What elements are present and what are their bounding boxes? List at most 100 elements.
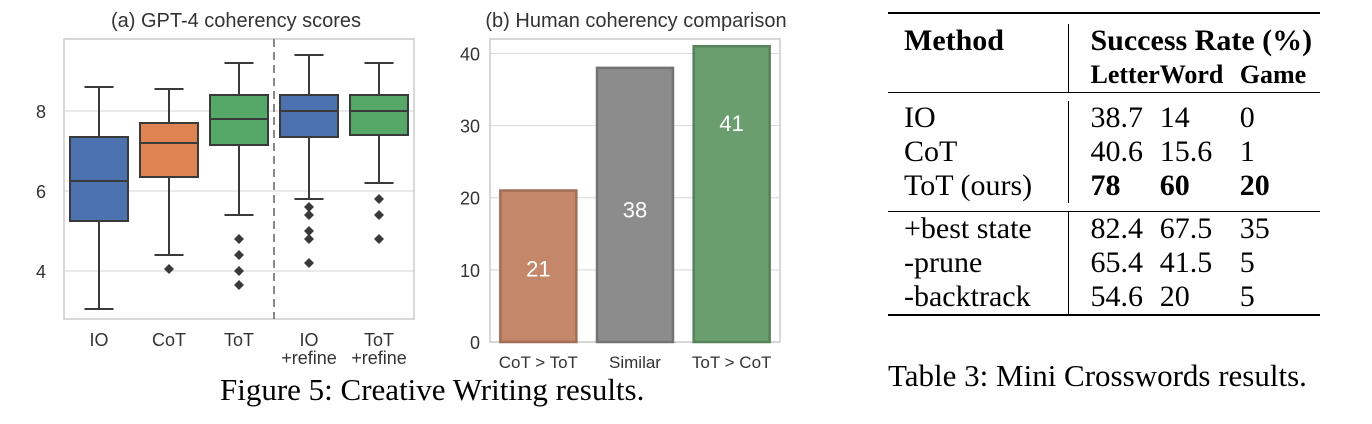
bar-y-tick-label: 10: [460, 261, 480, 281]
table-subheader-row: Letter Word Game: [888, 58, 1320, 93]
row-letter: 82.4: [1090, 212, 1144, 245]
boxplot-x-tick-label: IO +refine: [281, 330, 337, 368]
header-letter: Letter: [1090, 60, 1160, 89]
row-game: 5: [1239, 246, 1255, 279]
box-outlier: [304, 258, 314, 268]
table-row: -backtrack 54.6 20 5: [888, 280, 1320, 315]
table-header-row: Method Success Rate (%): [888, 24, 1320, 58]
boxplot-x-tick-label: ToT +refine: [351, 330, 407, 368]
bar-y-tick-labels: 0 10 20 30 40: [460, 44, 480, 353]
row-letter: 40.6: [1090, 135, 1144, 168]
row-game: 1: [1239, 135, 1255, 168]
boxplot-x-tick-labels: IO CoT ToT IO +refine ToT +refine: [89, 330, 406, 368]
row-method: -backtrack: [888, 280, 1069, 315]
row-word: 20: [1159, 280, 1190, 313]
header-method: Method: [888, 24, 1069, 58]
table-row: -prune 65.4 41.5 5: [888, 246, 1320, 280]
row-method: +best state: [888, 211, 1069, 246]
row-game: 35: [1239, 212, 1270, 245]
row-letter: 78: [1090, 169, 1121, 202]
boxplot-y-tick-label: 8: [36, 102, 46, 122]
bar-panel: (b) Human coherency comparison 0 10 20 30 40…: [460, 10, 787, 372]
bar-x-tick-label: ToT > CoT: [692, 353, 772, 372]
row-letter: 65.4: [1090, 246, 1144, 279]
bar-x-tick-label: CoT > ToT: [499, 353, 578, 372]
row-method: IO: [888, 101, 1069, 135]
boxplot-boxes: [69, 54, 409, 310]
bar-y-tick-label: 40: [460, 44, 480, 64]
table-row: ToT (ours) 78 60 20: [888, 169, 1320, 203]
row-word: 15.6: [1159, 135, 1213, 168]
box-outlier: [304, 202, 314, 212]
bar-x-tick-label: Similar: [609, 353, 661, 372]
row-game: 0: [1239, 101, 1255, 134]
bar-data-label: 38: [623, 197, 647, 222]
figure-caption: Figure 5: Creative Writing results.: [220, 372, 645, 407]
header-word: Word: [1159, 60, 1224, 89]
table-bottom-rule: [888, 314, 1320, 324]
results-table-wrap: Method Success Rate (%) Letter Word Game…: [888, 12, 1338, 324]
boxplot-y-tick-label: 4: [36, 262, 46, 282]
row-method: CoT: [888, 135, 1069, 169]
bar-y-tick-label: 20: [460, 189, 480, 209]
box-outlier: [234, 280, 244, 290]
box: [349, 62, 409, 244]
table-row: +best state 82.4 67.5 35: [888, 211, 1320, 246]
boxplot-x-tick-label: ToT: [224, 330, 254, 350]
header-success-rate: Success Rate (%): [1090, 24, 1313, 57]
bar-y-tick-label: 0: [470, 333, 480, 353]
box-iqr: [349, 94, 409, 136]
table-row: CoT 40.6 15.6 1: [888, 135, 1320, 169]
boxplot-panel: (a) GPT-4 coherency scores 468 IO CoT ToT I…: [36, 10, 415, 368]
boxplot-x-tick-label: CoT: [152, 330, 186, 350]
table-caption: Table 3: Mini Crosswords results.: [888, 358, 1307, 393]
box-outlier: [374, 210, 384, 220]
boxplot-x-tick-label: IO: [89, 330, 108, 350]
row-word: 60: [1159, 169, 1190, 202]
boxplot-y-tick-label: 6: [36, 182, 46, 202]
table-top-rule: [888, 12, 1320, 24]
box: [139, 88, 199, 274]
row-word: 14: [1159, 101, 1190, 134]
results-table: Method Success Rate (%) Letter Word Game…: [888, 12, 1320, 324]
row-letter: 54.6: [1090, 280, 1144, 313]
box-outlier: [304, 234, 314, 244]
boxplot-y-tick-labels: 4 6 8: [36, 102, 46, 282]
row-game: 20: [1239, 169, 1270, 202]
bar-x-tick-labels: CoT > ToT Similar ToT > CoT: [499, 353, 772, 372]
row-game: 5: [1239, 280, 1255, 313]
bar-chart-title: (b) Human coherency comparison: [485, 10, 786, 32]
box-outlier: [304, 210, 314, 220]
bars: 21 38 41: [499, 44, 771, 344]
table-row: IO 38.7 14 0: [888, 101, 1320, 135]
bar: [499, 189, 578, 344]
box-outlier: [164, 264, 174, 274]
box-outlier: [234, 250, 244, 260]
box-iqr: [69, 136, 129, 222]
row-word: 67.5: [1159, 212, 1213, 245]
bar-data-label: 41: [719, 111, 743, 136]
box-iqr: [139, 122, 199, 178]
bar: [595, 66, 675, 344]
box: [69, 86, 129, 310]
box-outlier: [234, 234, 244, 244]
boxplot-frame: [63, 38, 415, 320]
table-group-rule: [888, 203, 1320, 212]
row-method: ToT (ours): [888, 169, 1069, 203]
header-game: Game: [1239, 60, 1307, 89]
row-method: -prune: [888, 246, 1069, 280]
row-letter: 38.7: [1090, 101, 1144, 134]
row-word: 41.5: [1159, 246, 1213, 279]
boxplot-title: (a) GPT-4 coherency scores: [111, 10, 361, 32]
bar: [692, 44, 771, 344]
bar-y-tick-label: 30: [460, 117, 480, 137]
box: [279, 54, 339, 268]
creative-writing-figure: (a) GPT-4 coherency scores 468 IO CoT ToT I…: [36, 10, 787, 372]
box-iqr: [279, 94, 339, 138]
box-outlier: [374, 234, 384, 244]
box: [209, 62, 269, 290]
box-outlier: [374, 194, 384, 204]
box-outlier: [234, 266, 244, 276]
table-mid-rule: [888, 92, 1320, 101]
box-outlier: [304, 226, 314, 236]
